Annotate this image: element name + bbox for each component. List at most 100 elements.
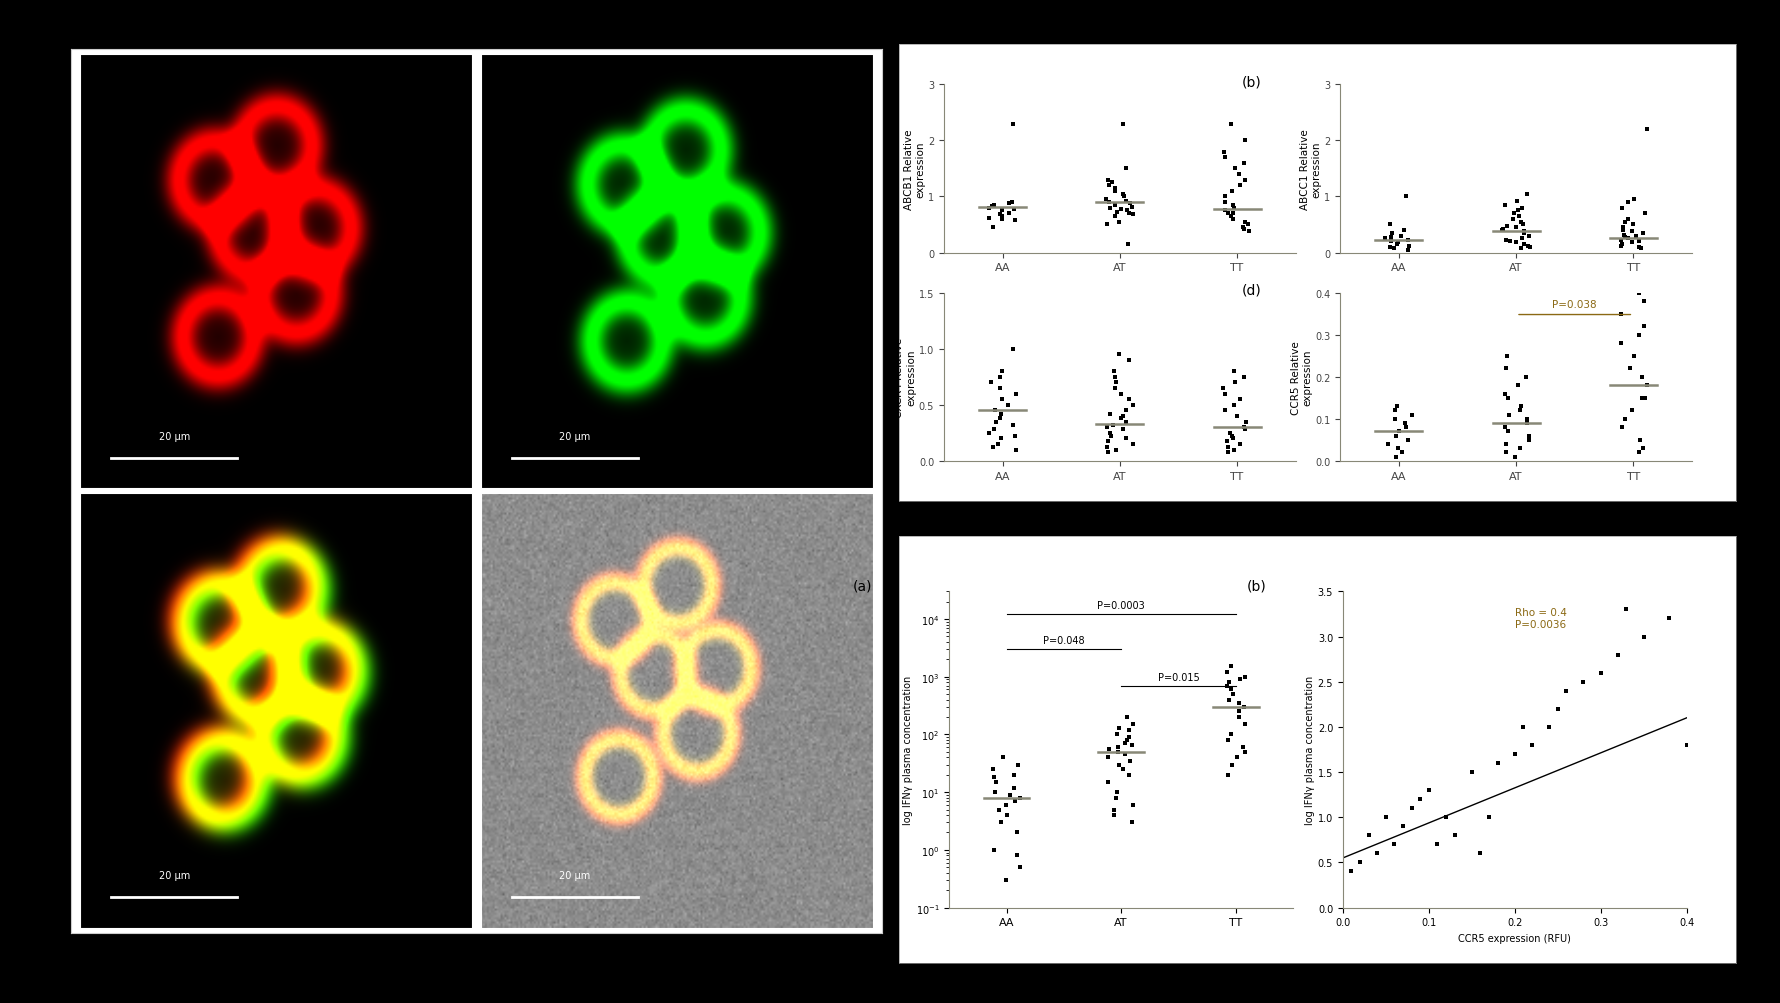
Point [1623,327,1652,343]
Point [1654,611,1682,627]
Point [1098,417,1127,433]
Point [1118,814,1146,830]
Point [1216,726,1244,742]
Point [1002,848,1031,864]
Point [1225,695,1253,711]
Point [1100,184,1129,200]
Point [1212,433,1241,449]
Point [1616,403,1645,419]
Point [1000,213,1029,229]
Point [993,397,1022,413]
Point [1209,380,1237,396]
Point [1627,390,1655,406]
Point [1218,206,1246,222]
Point [1616,235,1645,251]
Point [1602,647,1630,663]
Point [1102,726,1130,742]
Text: 20 µm: 20 µm [559,870,591,880]
Point [1000,428,1029,444]
Point [1456,764,1485,780]
Text: 20 µm: 20 µm [559,431,591,441]
Point [1506,403,1534,419]
Point [1225,166,1253,183]
Point [1629,226,1657,242]
Point [1387,445,1415,461]
Point [1376,234,1404,250]
Point [1353,827,1381,844]
Point [1623,234,1652,250]
Point [1114,196,1143,212]
Point [1346,855,1374,871]
Point [979,440,1007,456]
Point [977,199,1006,215]
Point [1000,386,1029,402]
Point [1517,737,1545,753]
Point [1118,436,1146,452]
Y-axis label: ABCB1 Relative
expression: ABCB1 Relative expression [902,129,924,210]
Point [1385,424,1413,440]
Point [1506,241,1534,257]
Point [984,436,1013,452]
Point [1225,672,1253,688]
Point [1499,746,1527,762]
Point [1380,403,1408,419]
Point [1611,602,1639,618]
Point [1100,364,1129,380]
Point [1093,218,1121,234]
Point [1234,218,1262,234]
Point [1397,407,1426,423]
Point [1109,422,1137,438]
Y-axis label: CXCR4 Relative
expression: CXCR4 Relative expression [894,337,915,417]
Point [1383,440,1412,456]
Point [1504,209,1533,225]
Point [1225,436,1253,452]
Point [1502,378,1531,394]
Point [1609,411,1638,427]
Point [979,769,1007,785]
Point [991,797,1020,813]
Point [1381,428,1410,444]
Point [1111,403,1139,419]
Point [1501,235,1529,251]
Point [1492,348,1520,364]
Point [1218,184,1246,200]
Point [1214,675,1242,691]
Text: (b): (b) [1241,75,1260,89]
Point [1490,233,1518,249]
Point [979,842,1007,858]
Point [1107,408,1136,424]
Point [1513,428,1541,444]
Point [1212,664,1241,680]
Point [1218,428,1246,444]
Point [1212,206,1241,222]
Point [1112,204,1141,220]
Point [1607,419,1636,435]
Point [1230,422,1258,438]
Point [974,425,1002,441]
Point [1219,364,1248,380]
Point [1230,744,1258,760]
Point [1218,431,1246,447]
Point [1388,223,1417,239]
Point [1474,809,1502,825]
Point [1613,195,1641,211]
Point [1230,669,1258,685]
X-axis label: CCR5 expression (RFU): CCR5 expression (RFU) [1458,933,1570,943]
Text: (a): (a) [853,579,872,593]
Point [999,779,1027,795]
Point [984,380,1013,396]
Point [1104,215,1132,231]
Point [1118,208,1146,224]
Point [1629,319,1657,335]
Point [1114,729,1143,745]
Point [1114,206,1143,222]
Point [1371,232,1399,248]
Point [1465,846,1493,862]
Point [1513,229,1541,245]
Point [1002,442,1031,458]
Point [1114,722,1143,738]
Point [1613,212,1641,228]
Y-axis label: CCR5 Relative
expression: CCR5 Relative expression [1290,341,1312,414]
Text: 20 µm: 20 µm [158,870,190,880]
Point [1095,406,1123,422]
